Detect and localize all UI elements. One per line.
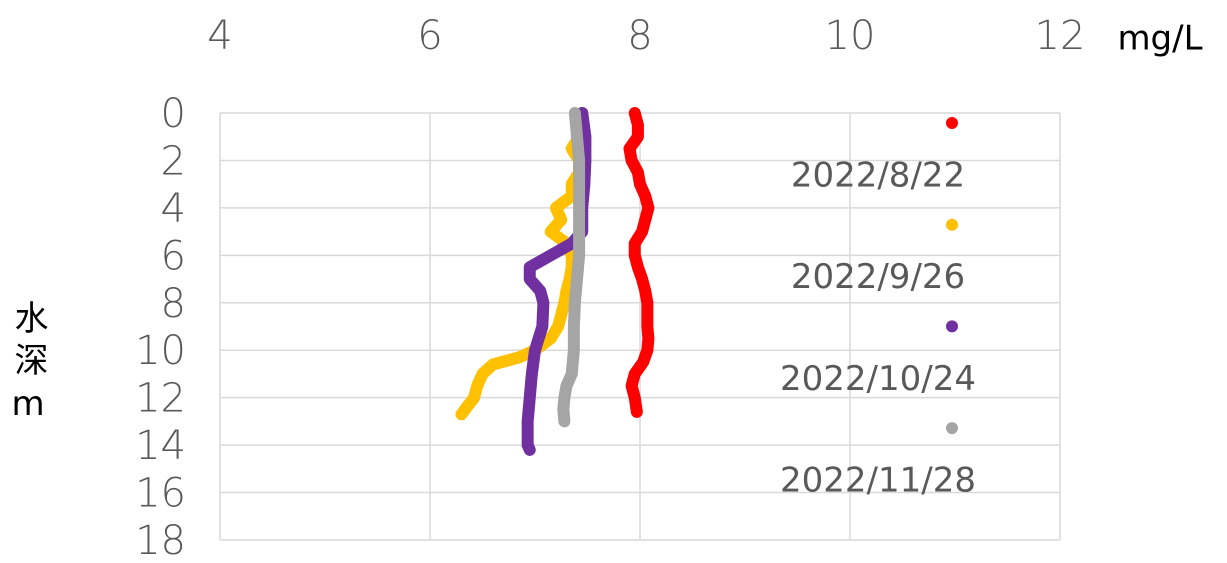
legend-marker	[946, 320, 958, 333]
y-tick-label: 14	[135, 423, 186, 469]
y-tick-label: 4	[161, 186, 186, 232]
y-axis-label: 水深m	[8, 300, 48, 432]
profile-line	[557, 107, 586, 428]
legend-label: 2022/11/28	[780, 461, 976, 501]
x-tick-label: 12	[1035, 13, 1086, 59]
y-tick-label: 16	[135, 471, 186, 517]
y-tick-label: 6	[161, 233, 186, 279]
y-tick-label: 0	[161, 91, 186, 137]
y-tick-label: 8	[161, 281, 186, 327]
x-tick-label: 6	[417, 13, 442, 59]
y-tick-label: 18	[135, 518, 186, 563]
profile-line	[623, 107, 655, 418]
y-tick-label: 2	[161, 138, 186, 184]
legend-label: 2022/9/26	[791, 257, 965, 297]
y-tick-label: 10	[135, 328, 186, 374]
profile-line	[455, 107, 589, 421]
legend-label: 2022/8/22	[791, 156, 965, 196]
legend-marker	[946, 422, 958, 435]
legend-marker	[946, 218, 958, 231]
legend-marker	[946, 117, 958, 129]
x-axis-label: mg/L	[1117, 19, 1202, 59]
legend-label: 2022/10/24	[780, 359, 976, 399]
y-tick-label: 12	[135, 376, 186, 422]
x-tick-label: 4	[207, 13, 232, 59]
x-tick-label: 10	[825, 13, 876, 59]
x-tick-label: 8	[627, 13, 652, 59]
